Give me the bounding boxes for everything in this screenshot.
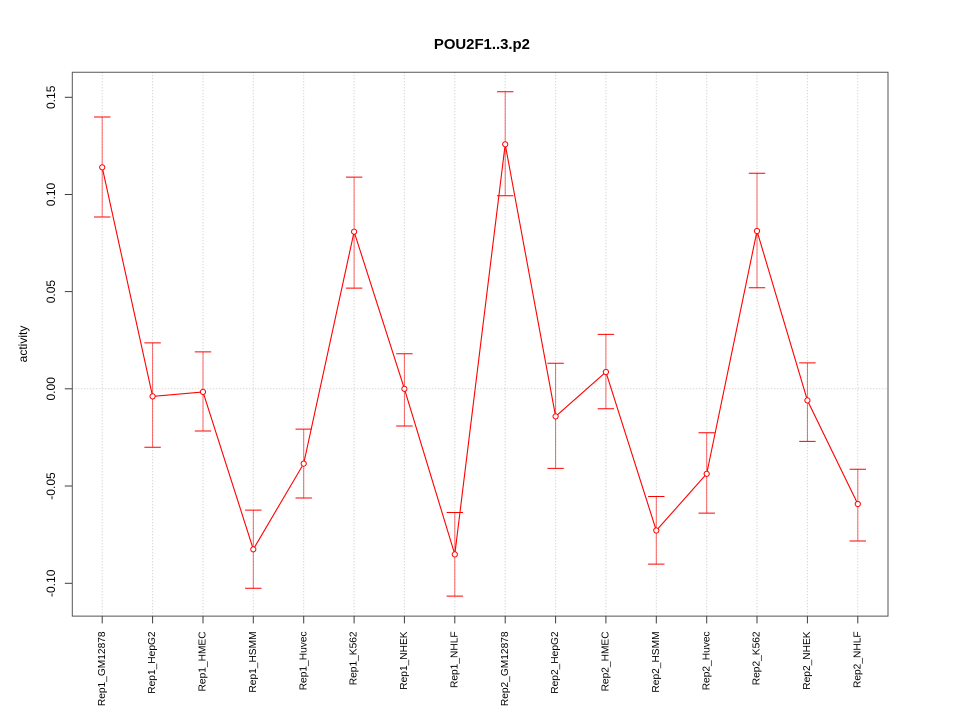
svg-text:Rep1_K562: Rep1_K562 [349,631,360,685]
svg-text:Rep2_HepG2: Rep2_HepG2 [550,631,561,694]
svg-text:Rep2_NHEK: Rep2_NHEK [802,631,813,690]
svg-text:activity: activity [16,326,30,363]
svg-text:Rep1_NHLF: Rep1_NHLF [449,631,460,688]
svg-text:0.15: 0.15 [44,85,58,109]
svg-text:-0.10: -0.10 [44,569,58,597]
svg-text:0.00: 0.00 [44,377,58,401]
svg-text:Rep2_HSMM: Rep2_HSMM [651,631,662,692]
svg-text:0.05: 0.05 [44,280,58,304]
svg-text:Rep1_HMEC: Rep1_HMEC [198,631,209,691]
svg-text:-0.05: -0.05 [44,472,58,500]
svg-text:Rep2_NHLF: Rep2_NHLF [852,631,863,688]
svg-text:Rep1_NHEK: Rep1_NHEK [399,631,410,690]
svg-text:Rep2_Huvec: Rep2_Huvec [701,631,712,690]
svg-text:Rep1_GM12878: Rep1_GM12878 [97,631,108,706]
svg-text:Rep1_Huvec: Rep1_Huvec [298,631,309,690]
svg-text:Rep1_HepG2: Rep1_HepG2 [147,631,158,694]
svg-text:POU2F1..3.p2: POU2F1..3.p2 [434,37,530,53]
svg-text:Rep2_K562: Rep2_K562 [752,631,763,685]
svg-text:Rep2_GM12878: Rep2_GM12878 [500,631,511,706]
svg-text:Rep1_HSMM: Rep1_HSMM [248,631,259,692]
svg-text:Rep2_HMEC: Rep2_HMEC [601,631,612,691]
svg-text:0.10: 0.10 [44,182,58,206]
